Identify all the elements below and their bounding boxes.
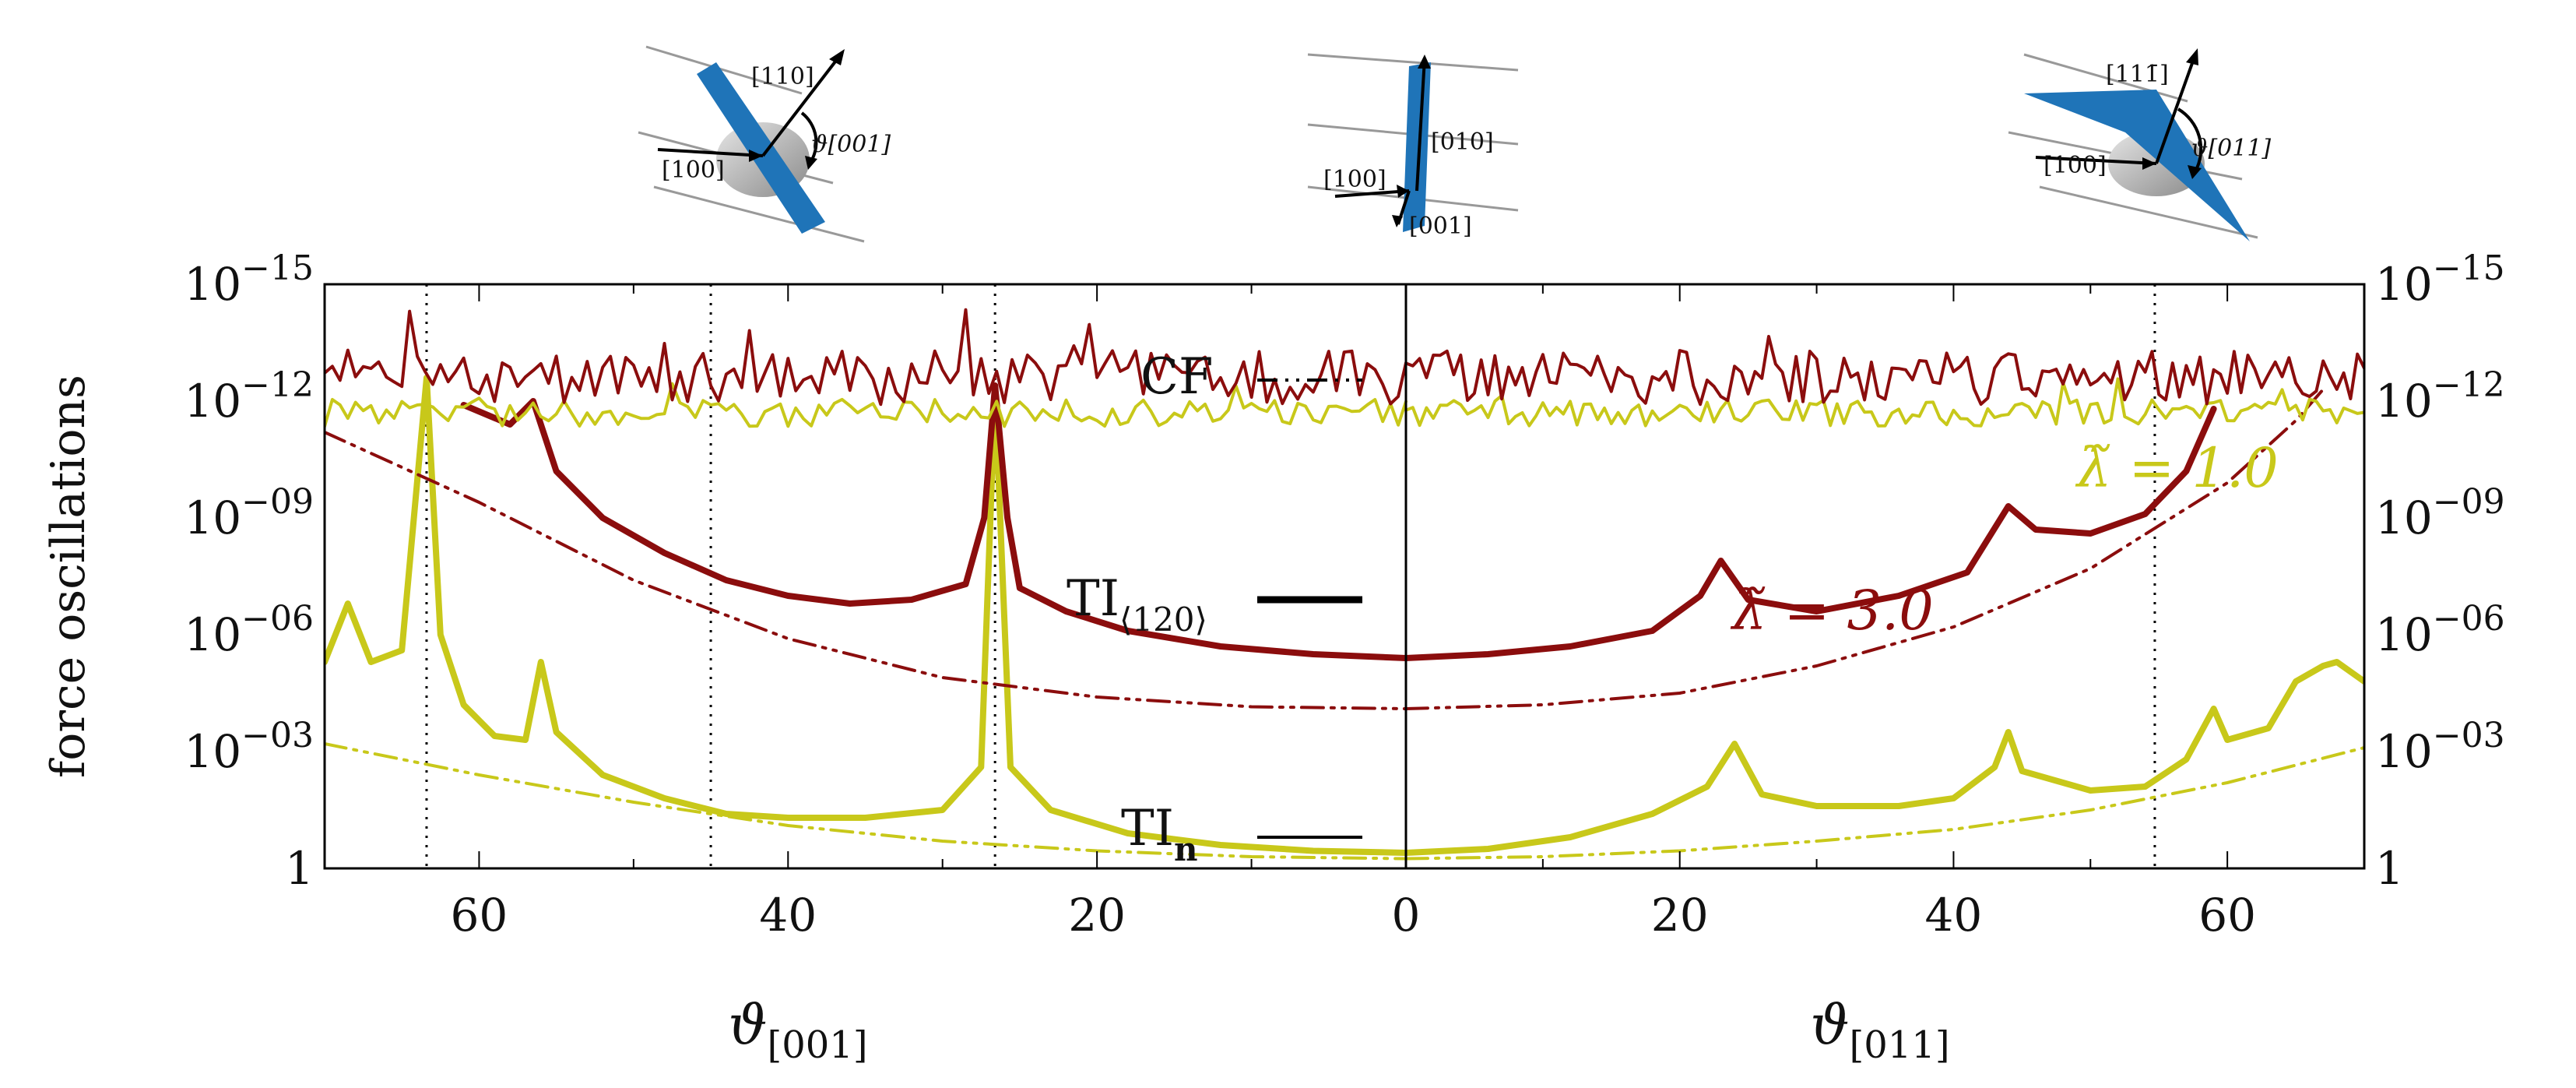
inset-001-label-110: [110]: [751, 63, 814, 90]
series-tin-1-0-left: [325, 382, 1407, 428]
y-axis-title: force oscillations: [41, 375, 96, 778]
series-ti-120-1-0-right: [1403, 659, 2364, 856]
plot-frame: [323, 283, 2366, 870]
y-tick-label-right: 10−03: [2375, 716, 2505, 778]
inset-011-crystal-diagram: [111̄] [100] ϑ[011]: [2008, 48, 2271, 241]
legend-label-tin: TIn: [1121, 800, 1198, 868]
y-tick-label-right: 1: [2375, 842, 2404, 895]
x-tick-label: 0: [1392, 889, 1421, 942]
series-cf-1-0-left: [325, 742, 1407, 861]
y-tick-label-right: 10−09: [2375, 482, 2505, 544]
inset-001-label-100: [100]: [662, 157, 725, 184]
inset-001-label-theta: ϑ[001]: [811, 131, 891, 158]
series-cf-1-0-right: [1404, 746, 2364, 861]
legend-label-cf: CF: [1140, 348, 1213, 406]
series-ti-120-3-0-right: [1403, 406, 2217, 661]
x-axis-title-right: ϑ[011]: [1810, 993, 1949, 1067]
x-axis-title-left: ϑ[001]: [728, 993, 867, 1067]
series-tin-3-0-right: [1404, 335, 2364, 407]
inset-011-label-100: [100]: [2044, 152, 2107, 179]
inset-011-label-theta: ϑ[011]: [2191, 135, 2271, 162]
x-tick-label: 20: [1651, 889, 1709, 942]
series-ti-120-1-0-left: [325, 375, 1409, 856]
annotation-lambda-1: λ̃ = 1.0: [2075, 436, 2279, 500]
inset-001-crystal-diagram: [110] [100] ϑ[001]: [638, 45, 891, 243]
series-cf-3-0-left: [325, 431, 1407, 710]
inset-center-label-010: [010]: [1431, 129, 1494, 156]
y-tick-label-left: 10−15: [184, 248, 314, 311]
series-cf-3-0-right: [1404, 388, 2325, 710]
y-tick-label-left: 10−03: [184, 716, 314, 778]
y-tick-label-left: 10−06: [184, 599, 314, 661]
legend: CF TI⟨120⟩ TIn: [1067, 348, 1362, 868]
inset-center-crystal-diagram: [010] [100] [001]: [1307, 53, 1519, 240]
inset-011-label-111bar: [111̄]: [2106, 61, 2169, 88]
series-tin-1-0-right: [1404, 377, 2364, 428]
y-tick-label-left: 10−09: [184, 482, 314, 544]
x-tick-label: 60: [2198, 889, 2256, 942]
y-tick-label-right: 10−06: [2375, 599, 2505, 661]
legend-label-ti120: TI⟨120⟩: [1067, 570, 1207, 639]
inset-center-label-001: [001]: [1409, 213, 1472, 240]
x-tick-label: 60: [451, 889, 508, 942]
y-tick-label-left: 10−12: [184, 365, 314, 428]
inset-center-label-100: [100]: [1323, 166, 1386, 193]
series-tin-3-0-left: [325, 308, 1407, 407]
series-ti-120-3-0-left: [460, 382, 1409, 661]
annotation-lambda-3: λ̃ = 3.0: [1730, 579, 1934, 643]
x-tick-label: 40: [759, 889, 817, 942]
y-tick-label-right: 10−15: [2375, 248, 2505, 311]
y-tick-label-left: 1: [285, 842, 314, 895]
x-tick-label: 40: [1925, 889, 1983, 942]
x-tick-label: 20: [1068, 889, 1126, 942]
y-tick-label-right: 10−12: [2375, 365, 2505, 428]
